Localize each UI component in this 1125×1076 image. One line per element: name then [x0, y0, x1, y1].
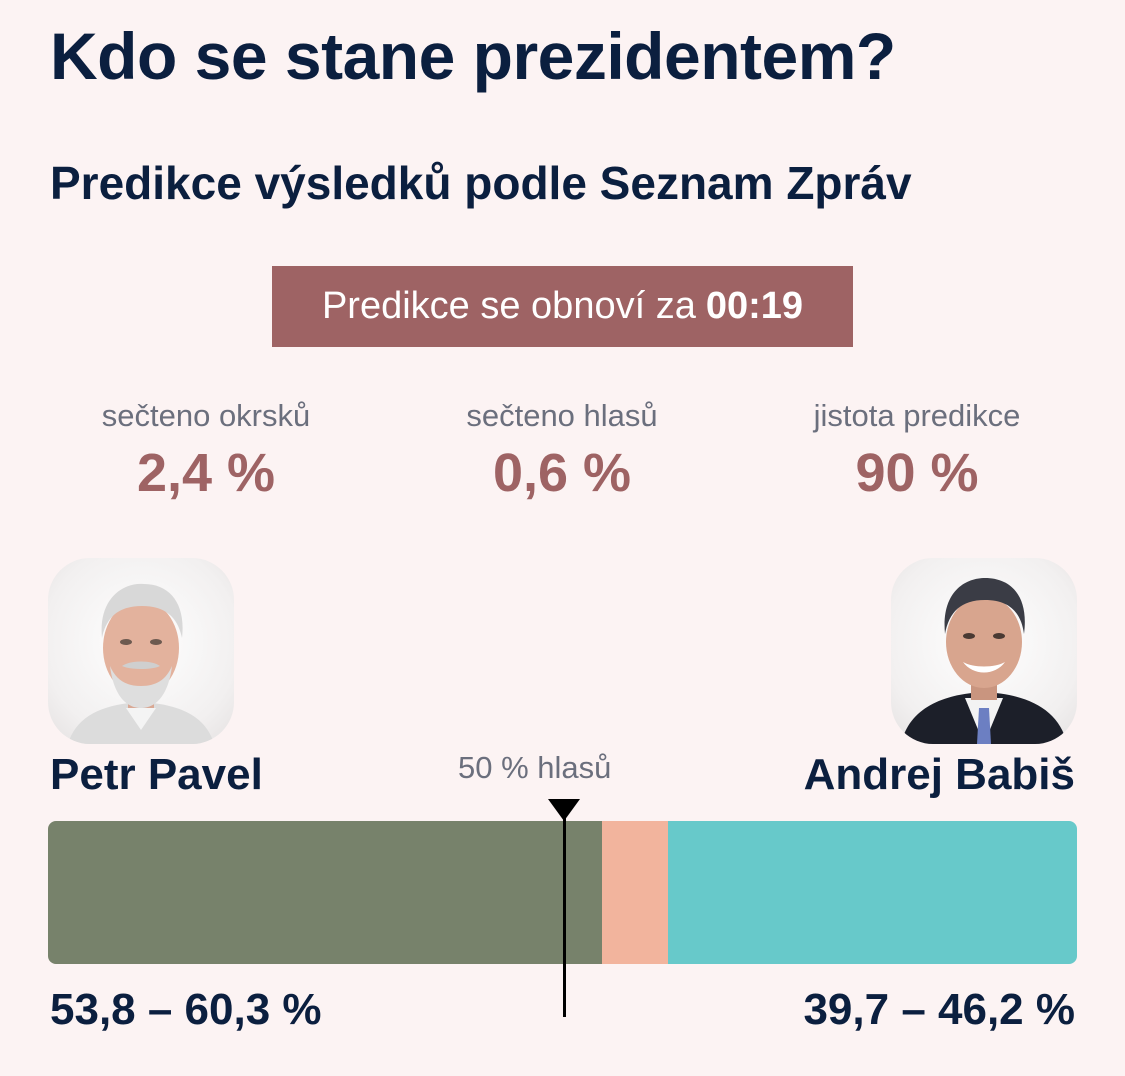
majority-marker-triangle-icon [548, 799, 580, 821]
stat-prediction-certainty: jistota predikce 90 % [757, 398, 1077, 504]
page-subtitle: Predikce výsledků podle Seznam Zpráv [50, 157, 912, 209]
stat-value: 0,6 % [492, 443, 632, 503]
stat-label: sečteno hlasů [466, 398, 658, 433]
stat-value: 90 % [855, 443, 979, 503]
prediction-bar [48, 821, 1077, 964]
stat-counted-votes: sečteno hlasů 0,6 % [402, 398, 722, 504]
candidate-name-left: Petr Pavel [50, 750, 263, 799]
refresh-countdown: Predikce se obnoví za 00:19 [272, 266, 853, 347]
stat-counted-districts: sečteno okrsků 2,4 % [46, 398, 366, 504]
countdown-time: 00:19 [705, 285, 804, 327]
page-title: Kdo se stane prezidentem? [50, 19, 896, 93]
stat-label: jistota predikce [813, 398, 1021, 433]
range-right-candidate: 39,7 – 46,2 % [803, 985, 1075, 1034]
portrait-right-image [901, 578, 1067, 744]
avatar-right-candidate [891, 558, 1077, 744]
stat-value: 2,4 % [136, 443, 276, 503]
candidate-name-right: Andrej Babiš [803, 750, 1075, 799]
stat-label: sečteno okrsků [101, 398, 311, 433]
countdown-text: Predikce se obnoví za [321, 285, 696, 327]
bar-segment-left-candidate [48, 821, 602, 964]
bar-segment-right-candidate [668, 821, 1077, 964]
range-left-candidate: 53,8 – 60,3 % [50, 985, 322, 1034]
bar-segment-uncertainty [601, 821, 669, 964]
majority-label: 50 % hlasů [458, 750, 612, 785]
portrait-left-image [68, 583, 214, 744]
avatar-left-candidate [48, 558, 234, 744]
majority-marker-line [563, 815, 566, 1017]
